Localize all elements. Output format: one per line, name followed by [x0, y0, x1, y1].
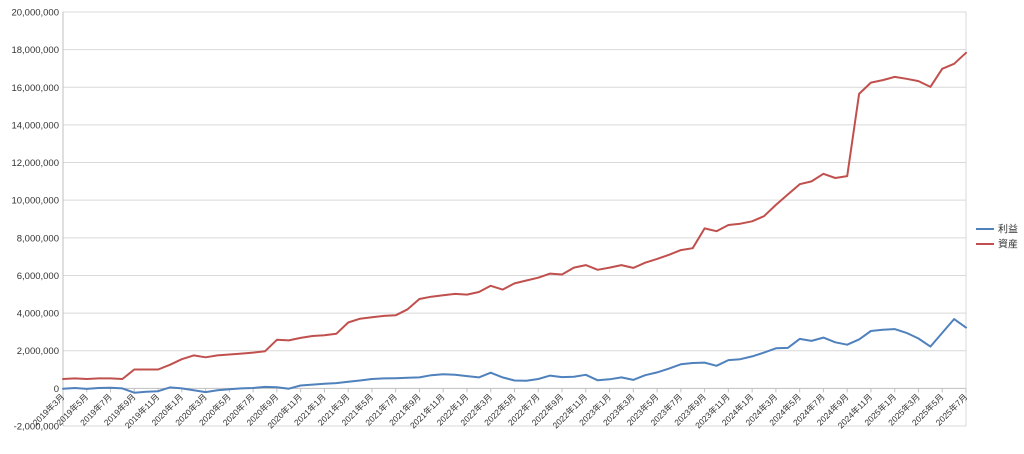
y-tick-label: 18,000,000: [11, 45, 59, 56]
y-axis-tick-labels: -2,000,000 0 2,000,000 4,000,000 6,000,000 8,…: [11, 8, 59, 433]
legend: 利益 資産: [976, 223, 1018, 251]
series-lines: [62, 51, 967, 394]
gridlines: [63, 11, 966, 427]
legend-label-assets: 資産: [998, 238, 1018, 251]
y-tick-label: 8,000,000: [17, 233, 59, 244]
y-tick-label: 12,000,000: [11, 158, 59, 169]
y-tick-label: 0: [54, 384, 59, 395]
y-tick-label: 10,000,000: [11, 196, 59, 207]
y-tick-label: -2,000,000: [14, 422, 59, 433]
y-tick-label: 14,000,000: [11, 120, 59, 131]
legend-label-profit: 利益: [998, 223, 1018, 236]
series-line-profit: [62, 318, 967, 394]
axes: [62, 12, 967, 426]
y-tick-label: 16,000,000: [11, 83, 59, 94]
x-axis-tick-labels: 2019年3月2019年5月2019年7月2019年9月2019年11月2020…: [31, 388, 969, 430]
y-tick-label: 4,000,000: [17, 309, 59, 320]
y-tick-label: 6,000,000: [17, 271, 59, 282]
y-tick-label: 2,000,000: [17, 346, 59, 357]
series-line-assets: [62, 51, 967, 380]
y-tick-label: 20,000,000: [11, 8, 59, 19]
